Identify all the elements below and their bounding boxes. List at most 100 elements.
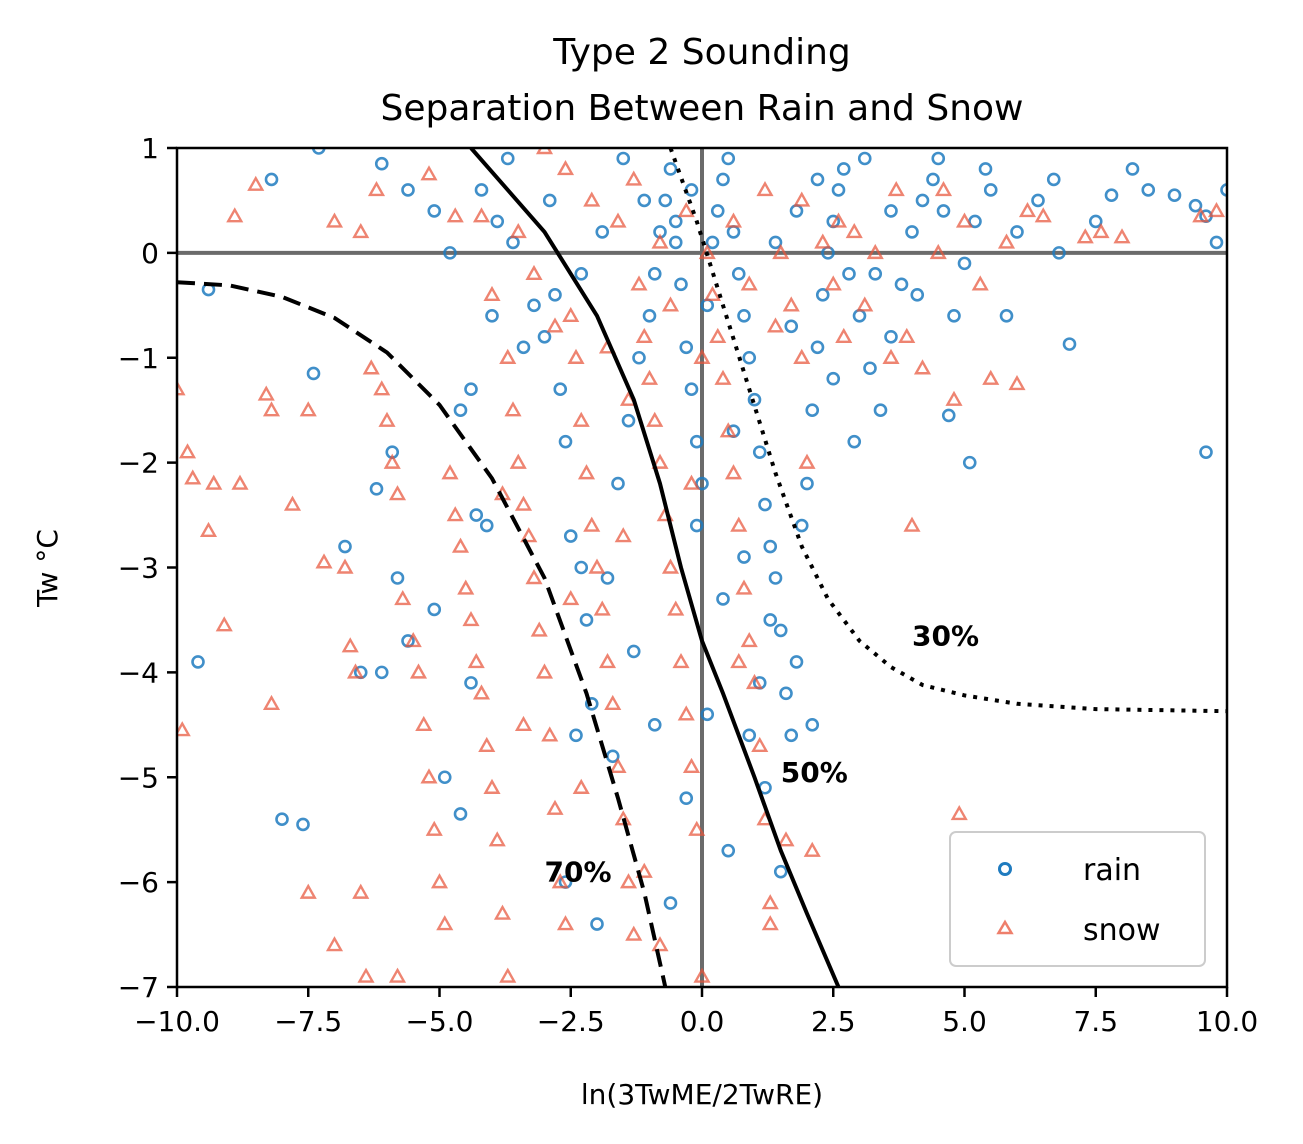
snow-point (483, 285, 501, 302)
snow-point (336, 558, 354, 574)
snow-point (635, 862, 653, 878)
rain-point (716, 172, 730, 187)
snow-point (688, 820, 706, 836)
chart-title-line-2: Separation Between Rain and Snow (381, 88, 1024, 129)
snow-point (945, 390, 963, 406)
snow-point (478, 736, 496, 752)
snow-point (425, 820, 443, 836)
rain-point (773, 864, 788, 879)
snow-point (793, 348, 811, 364)
rain-point (563, 529, 578, 543)
snow-point (362, 359, 380, 375)
snow-point (740, 275, 758, 291)
rain-point (700, 707, 715, 722)
y-tick-label: −7 (118, 971, 159, 1004)
snow-point (562, 306, 580, 322)
snow-point (793, 191, 811, 207)
rain-point (1031, 193, 1045, 208)
rain-point (621, 413, 636, 428)
snow-point (346, 663, 365, 679)
snow-point (446, 506, 464, 522)
rain-point (401, 183, 415, 197)
y-tick-label: 0 (141, 237, 159, 270)
curve-label-50pct: 50% (781, 756, 848, 789)
rain-point (810, 340, 825, 355)
rain-point (506, 235, 520, 250)
snow-point (556, 915, 575, 931)
snow-point (315, 553, 333, 569)
rain-point (737, 308, 751, 323)
snow-point (588, 558, 606, 574)
rain-point (742, 728, 757, 743)
snow-point (866, 243, 884, 260)
rain-point (731, 267, 746, 281)
snow-point (598, 652, 617, 669)
snow-point (646, 411, 664, 427)
snow-point (583, 516, 601, 532)
snow-point (745, 673, 764, 690)
curve-50pct (469, 148, 841, 987)
rain-point (962, 455, 977, 470)
snow-point (499, 348, 517, 364)
rain-point (689, 518, 704, 533)
rain-point (800, 476, 814, 491)
snow-point (766, 317, 785, 333)
rain-point (191, 655, 205, 669)
snow-point (383, 453, 401, 469)
snow-point (509, 453, 527, 469)
rain-point (716, 592, 730, 606)
snow-point (829, 212, 848, 228)
rain-point (1188, 198, 1203, 213)
rain-point (726, 225, 741, 239)
rain-point (516, 340, 531, 355)
snow-point (672, 652, 690, 669)
snow-point (352, 883, 370, 899)
snow-point (409, 663, 428, 679)
snow-point (651, 453, 669, 469)
snow-point (394, 590, 412, 606)
rain-point (616, 151, 631, 166)
snow-point (724, 212, 743, 228)
snow-point (714, 369, 732, 385)
snow-point (283, 495, 302, 511)
rain-point (926, 172, 940, 187)
snow-point (698, 243, 716, 260)
snow-point (756, 181, 774, 197)
snow-point (782, 296, 800, 312)
snow-point (761, 894, 779, 910)
snow-point (551, 873, 569, 889)
rain-point (537, 329, 552, 344)
rain-point (1209, 235, 1224, 250)
legend-rain-label: rain (1083, 853, 1141, 888)
y-tick-label: −1 (118, 342, 159, 375)
snow-point (493, 904, 512, 920)
x-tick-label: −7.5 (274, 1005, 342, 1038)
snow-point (546, 317, 564, 333)
snow-point (845, 222, 863, 239)
snow-point (635, 327, 653, 343)
rain-point (784, 319, 799, 334)
snow-point (630, 275, 648, 291)
snow-point (325, 936, 344, 952)
rain-point (779, 686, 793, 701)
snow-point (404, 631, 422, 648)
x-tick-label: −2.5 (537, 1005, 605, 1038)
rain-point (847, 434, 862, 449)
snow-point (231, 474, 249, 490)
rain-point (747, 392, 762, 407)
snow-point (257, 385, 275, 401)
rain-point (815, 288, 830, 302)
snow-point (814, 233, 832, 249)
snow-point (205, 474, 223, 490)
rain-point (590, 917, 604, 931)
snow-point (677, 201, 695, 218)
rain-point (999, 308, 1014, 323)
snow-point (609, 757, 627, 773)
rain-point (553, 382, 568, 397)
snow-point (614, 527, 632, 543)
snow-point (1076, 228, 1094, 244)
snow-point (415, 715, 433, 732)
snow-point (677, 705, 695, 721)
rain-point (1062, 337, 1077, 351)
